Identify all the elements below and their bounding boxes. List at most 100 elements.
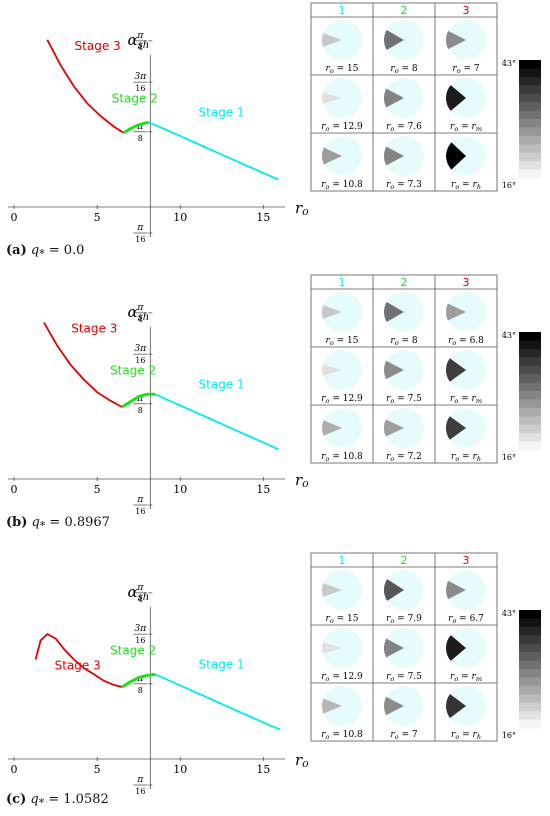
colorbar-step	[519, 357, 541, 367]
grid-column-header: 3	[463, 4, 470, 17]
stage-2-label: Stage 2	[112, 91, 158, 105]
colorbar-step	[519, 152, 541, 162]
y-tick-denominator: 16	[135, 787, 145, 796]
grid-cell-label: ro = 6.7	[448, 614, 484, 625]
x-axis-label: ro	[295, 199, 309, 218]
shadow-wedge	[445, 635, 466, 661]
grid-cell-label: ro = 7	[390, 730, 417, 741]
x-tick-label: 10	[173, 483, 187, 496]
colorbar-step	[519, 391, 541, 400]
colorbar-step	[519, 68, 541, 78]
grid-cell-label: ro = 12.9	[321, 122, 363, 133]
colorbar-step	[519, 332, 541, 341]
x-axis-label: ro	[295, 471, 309, 490]
shadow-wedge	[322, 420, 342, 436]
shadow-wedge	[446, 303, 466, 321]
y-tick-numerator: π	[136, 674, 144, 684]
grid-cell-label: ro = 15	[326, 614, 359, 625]
stage-2-label: Stage 2	[110, 363, 156, 377]
grid-cell-label: ro = rh	[451, 730, 481, 741]
series-stage-3	[34, 633, 123, 688]
y-tick-numerator: π	[136, 583, 144, 593]
colorbar-step	[519, 669, 541, 678]
shadow-wedge	[384, 302, 404, 322]
colorbar-step	[519, 127, 541, 137]
series-stage-2	[122, 120, 150, 135]
shadow-wedge	[446, 580, 466, 600]
shadow-wedge	[322, 642, 342, 654]
grid-column-header: 2	[401, 554, 408, 567]
shadow-wedge	[445, 694, 466, 718]
shadow-wedge	[445, 358, 466, 382]
stage-3-label: Stage 3	[75, 39, 121, 53]
shadow-wedge	[446, 30, 466, 50]
colorbar-step	[519, 169, 541, 179]
y-tick-numerator: 3π	[135, 344, 148, 354]
stage-3-label: Stage 3	[71, 321, 117, 335]
shadow-wedge	[322, 33, 342, 47]
y-tick-denominator: 16	[135, 507, 145, 516]
colorbar-step	[519, 433, 541, 443]
colorbar-step	[519, 685, 541, 695]
colorbar-min-label: 16°	[502, 731, 516, 740]
y-tick-numerator: 3π	[135, 624, 148, 634]
y-tick-denominator: 4	[138, 43, 143, 52]
shadow-wedge	[445, 85, 466, 111]
grid-column-header: 2	[401, 4, 408, 17]
grid-cell-label: ro = 7.6	[386, 122, 422, 133]
caption-b: (b) q* = 0.8967	[6, 515, 110, 533]
grid-cell-label: ro = 10.8	[321, 730, 363, 741]
grid-column-header: 3	[463, 276, 470, 289]
y-tick-denominator: 8	[138, 406, 143, 415]
x-tick-label: 15	[256, 763, 270, 776]
colorbar-step	[519, 110, 541, 120]
caption-a: (a) q* = 0.0	[6, 243, 84, 261]
colorbar-step	[519, 382, 541, 392]
colorbar-step	[519, 93, 541, 103]
caption-subscript: *	[39, 247, 45, 261]
grid-cell-label: ro = 7.2	[386, 452, 422, 463]
y-tick-numerator: π	[136, 775, 144, 785]
y-tick-numerator: π	[136, 394, 144, 404]
colorbar-step	[519, 161, 541, 171]
colorbar-step	[519, 365, 541, 375]
colorbar-step	[519, 643, 541, 653]
y-tick-denominator: 16	[135, 84, 145, 93]
colorbar-step	[519, 610, 541, 619]
x-tick-label: 0	[11, 483, 18, 496]
colorbar-step	[519, 652, 541, 662]
x-tick-label: 15	[256, 211, 270, 224]
y-tick-denominator: 8	[138, 686, 143, 695]
y-tick-denominator: 4	[138, 315, 143, 324]
colorbar-step	[519, 618, 541, 628]
y-tick-numerator: π	[136, 223, 144, 233]
shadow-wedge	[322, 364, 342, 376]
shadow-wedge	[322, 92, 342, 104]
grid-column-header: 2	[401, 276, 408, 289]
x-tick-label: 10	[173, 211, 187, 224]
grid-cell-label: ro = 7.5	[386, 394, 422, 405]
grid-cell-label: ro = 12.9	[321, 672, 363, 683]
x-tick-label: 10	[173, 763, 187, 776]
figure-panel-c: 0 5 10 15 ro π 16 π 8 3π 16 π 4 αsh Stage 3 Stage 2 Stag…	[0, 544, 550, 816]
grid-cell-label: ro = 7.9	[386, 614, 422, 625]
shadow-wedge	[384, 360, 404, 380]
caption-subscript: *	[39, 519, 46, 533]
colorbar-max-label: 43°	[502, 59, 516, 68]
grid-column-header: 1	[339, 276, 346, 289]
series-stage-3	[46, 39, 125, 134]
colorbar-step	[519, 702, 541, 712]
colorbar-step	[519, 119, 541, 128]
grid-cell-label: ro = 15	[326, 336, 359, 347]
series-stage-2	[121, 392, 156, 409]
caption-letter: (c)	[6, 792, 27, 807]
x-tick-label: 15	[256, 483, 270, 496]
y-tick-denominator: 16	[135, 235, 145, 244]
shadow-wedge	[445, 416, 466, 440]
y-axis-label: αsh	[127, 31, 149, 51]
colorbar-min-label: 16°	[502, 181, 516, 190]
colorbar-step	[519, 85, 541, 95]
grid-cell-label: ro = 8	[390, 64, 417, 75]
